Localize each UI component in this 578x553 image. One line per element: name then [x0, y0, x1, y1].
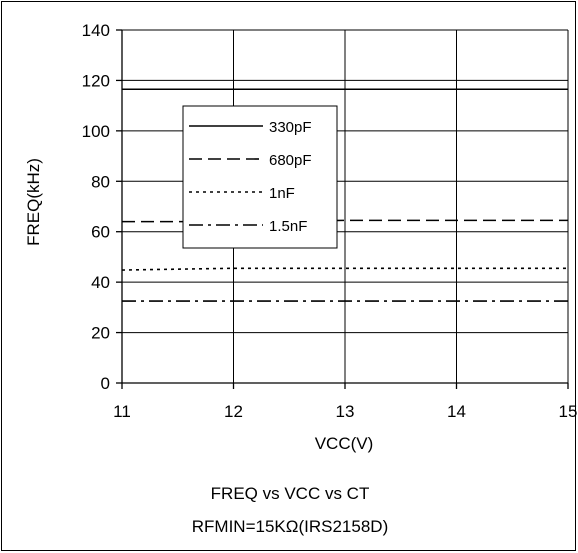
- x-tick-label: 11: [113, 402, 131, 421]
- series-line-680pF: [122, 219, 568, 223]
- y-tick-label: 40: [91, 273, 110, 292]
- x-axis-title: VCC(V): [315, 434, 374, 453]
- x-tick-label: 14: [447, 402, 466, 421]
- x-tick-label: 15: [559, 402, 578, 421]
- y-tick-label: 60: [91, 223, 110, 242]
- y-tick-label: 0: [101, 374, 110, 393]
- caption-line-2: RFMIN=15KΩ(IRS2158D): [192, 517, 388, 536]
- legend-label-680pF: 680pF: [269, 152, 312, 169]
- legend-label-330pF: 330pF: [269, 119, 312, 136]
- series-layer: [121, 88, 568, 302]
- legend: 330pF 680pF 1nF 1.5nF: [182, 105, 338, 249]
- tick-labels: 0 20 40 60 80 100 120 140 11 12 13 14 15: [82, 21, 578, 421]
- y-tick-label: 140: [82, 21, 110, 40]
- caption-line-1: FREQ vs VCC vs CT: [211, 484, 370, 503]
- y-tick-label: 20: [91, 324, 110, 343]
- y-tick-label: 100: [82, 122, 110, 141]
- legend-box: [182, 105, 338, 249]
- y-tick-label: 80: [91, 172, 110, 191]
- series-line-1nF: [121, 267, 568, 271]
- x-tick-label: 12: [224, 402, 243, 421]
- y-axis-title: FREQ(kHz): [24, 158, 43, 246]
- y-tick-label: 120: [82, 71, 110, 90]
- legend-label-1.5nF: 1.5nF: [269, 218, 307, 235]
- axes: [116, 29, 569, 389]
- x-tick-label: 13: [336, 402, 355, 421]
- legend-label-1nF: 1nF: [269, 185, 295, 202]
